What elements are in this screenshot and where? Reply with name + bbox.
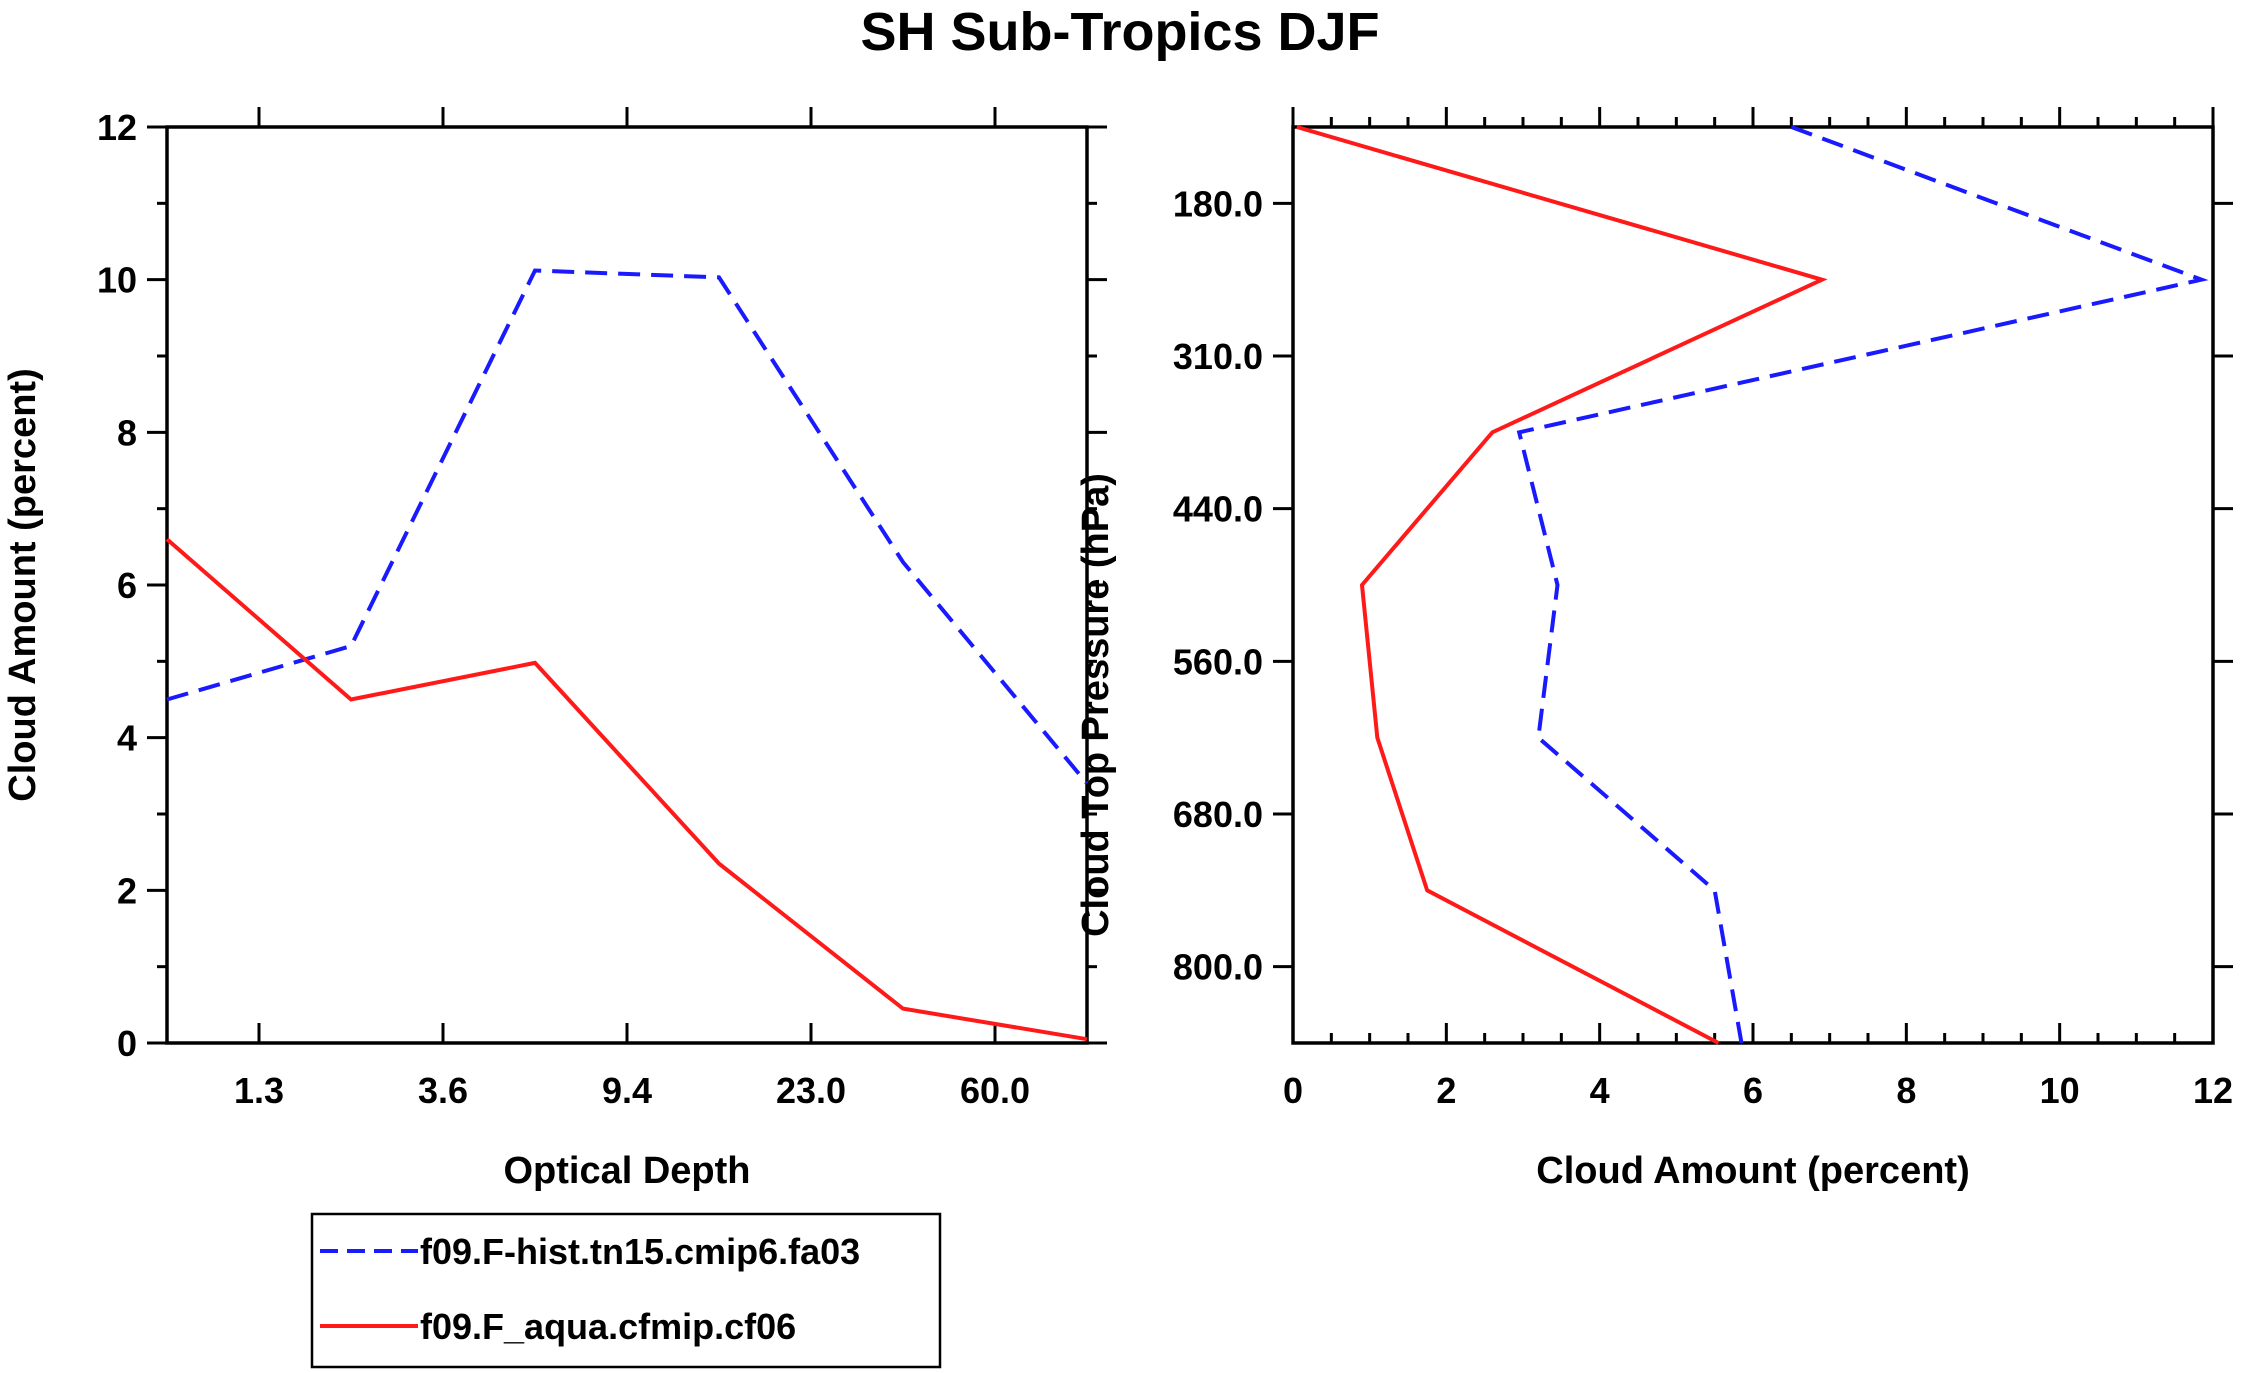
y-tick-label: 440.0 [1173, 489, 1263, 530]
plot-frame [165, 125, 1089, 1045]
x-tick-label: 10 [2040, 1070, 2080, 1111]
series-line-red [165, 537, 1088, 1042]
optical-depth-panel: 1.3 3.6 9.4 23.0 60.0 0 2 4 6 8 10 12 Optical Depth C… [2, 107, 1107, 1192]
x-tick-label: 4 [1590, 1070, 1610, 1111]
y-tick-label: 2 [117, 870, 137, 911]
x-axis-label: Cloud Amount (percent) [1536, 1150, 1969, 1192]
y-tick-label: 800.0 [1173, 947, 1263, 988]
x-tick-label: 0 [1283, 1070, 1303, 1111]
y-tick-label: 180.0 [1173, 183, 1263, 224]
pressure-panel: 0 2 4 6 8 10 12 180.0 310.0 440.0 560.0 680.0 800.0 C… [1075, 107, 2233, 1192]
chart-title: SH Sub-Tropics DJF [860, 2, 1379, 62]
y-tick-label: 560.0 [1173, 641, 1263, 682]
y-tick-label: 12 [97, 107, 137, 148]
legend-label-fa03: f09.F-hist.tn15.cmip6.fa03 [420, 1231, 860, 1272]
legend: f09.F-hist.tn15.cmip6.fa03 f09.F_aqua.cf… [310, 1212, 942, 1369]
y-tick-label: 4 [117, 718, 137, 759]
x-tick-label: 3.6 [418, 1070, 468, 1111]
plot-frame [1291, 125, 2215, 1045]
y-tick-label: 0 [117, 1023, 137, 1064]
x-tick-label: 2 [1436, 1070, 1456, 1111]
y-tick-label: 310.0 [1173, 336, 1263, 377]
y-axis-label: Cloud Amount (percent) [2, 368, 44, 801]
legend-box [310, 1212, 942, 1369]
legend-label-cf06: f09.F_aqua.cfmip.cf06 [420, 1306, 796, 1347]
x-tick-label: 8 [1896, 1070, 1916, 1111]
x-tick-label: 9.4 [602, 1070, 652, 1111]
x-tick-label: 6 [1743, 1070, 1763, 1111]
series-line-red [1296, 125, 1828, 1045]
y-tick-label: 8 [117, 412, 137, 453]
x-tick-label: 12 [2193, 1070, 2233, 1111]
x-tick-label: 60.0 [960, 1070, 1030, 1111]
series-line-blue [1516, 125, 2209, 1044]
y-tick-label: 6 [117, 565, 137, 606]
y-tick-label: 680.0 [1173, 794, 1263, 835]
y-axis-label: Cloud Top Pressure (hPa) [1075, 473, 1117, 937]
x-axis-label: Optical Depth [503, 1150, 750, 1192]
y-tick-label: 10 [97, 260, 137, 301]
x-tick-label: 23.0 [776, 1070, 846, 1111]
series-line-blue [166, 268, 1089, 785]
x-tick-label: 1.3 [234, 1070, 284, 1111]
